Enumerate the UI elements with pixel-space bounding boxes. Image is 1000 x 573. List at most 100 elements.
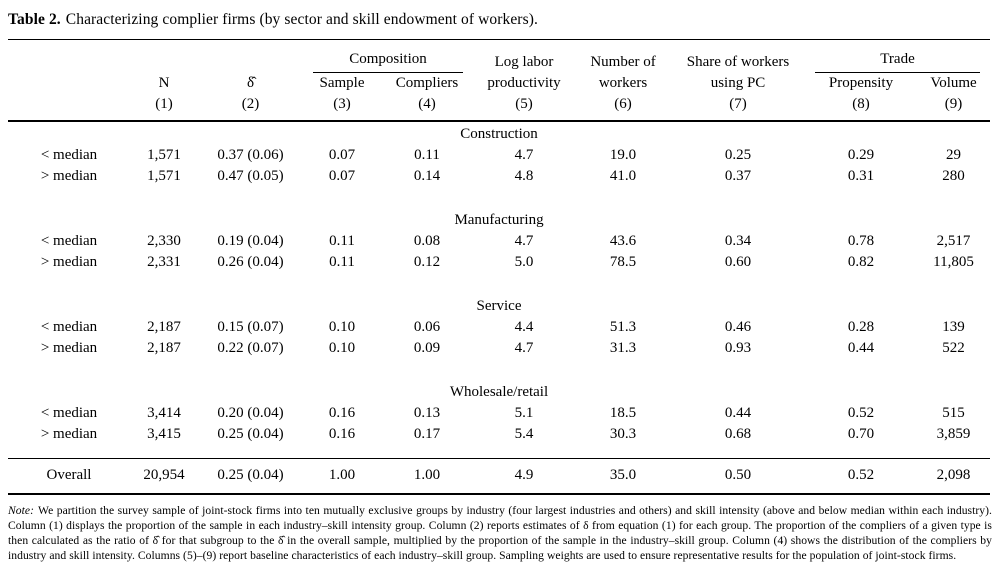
note-label: Note:	[8, 504, 35, 517]
cell: 43.6	[609, 233, 637, 249]
cell: 0.08	[413, 233, 441, 249]
spacer-row	[8, 445, 990, 459]
column-number: (8)	[805, 94, 918, 122]
column-header: Volume	[930, 75, 977, 91]
header-empty-cell	[130, 39, 198, 73]
cell: 522	[942, 340, 965, 356]
table-row: > median 2,187 0.22 (0.07) 0.10 0.09 4.7 31.3 0…	[8, 338, 990, 359]
cell: 0.20 (0.04)	[217, 405, 284, 421]
column-number: (6)	[575, 94, 672, 122]
cell: 2,098	[917, 458, 991, 495]
column-number: (4)	[381, 94, 474, 122]
cell: 2,517	[936, 233, 971, 249]
table-row: < median 2,187 0.15 (0.07) 0.10 0.06 4.4 51.3 0…	[8, 317, 990, 338]
cell: 0.25	[724, 147, 752, 163]
cell: 3,414	[147, 405, 181, 421]
spacer-row	[8, 187, 990, 208]
cell: 0.13	[413, 405, 441, 421]
page-title: Table 2. Characterizing complier firms (b…	[8, 10, 992, 30]
cell: 0.28	[847, 319, 875, 335]
cell: 0.06	[413, 319, 441, 335]
cell: 4.7	[514, 233, 534, 249]
cell: 0.50	[671, 458, 806, 495]
row-label: > median	[40, 340, 98, 356]
cell: 29	[946, 147, 962, 163]
group-label: Trade	[815, 49, 981, 73]
cell: 0.46	[724, 319, 752, 335]
cell: 0.70	[847, 426, 875, 442]
group-header-composition: Composition	[303, 39, 474, 73]
cell: 0.14	[413, 168, 441, 184]
cell: 0.44	[847, 340, 875, 356]
column-number: (1)	[130, 94, 198, 122]
column-header: productivity	[487, 75, 561, 91]
cell: 1.00	[381, 458, 474, 495]
cell: 35.0	[575, 458, 672, 495]
column-header: using PC	[710, 75, 766, 91]
cell: 30.3	[609, 426, 637, 442]
table-number: Table 2.	[8, 11, 61, 28]
column-number: (3)	[303, 94, 381, 122]
cell: 0.19 (0.04)	[217, 233, 284, 249]
compliers-table: Composition Log labor Number of Share of…	[8, 39, 991, 495]
cell: 5.4	[514, 426, 534, 442]
header-empty-cell	[8, 39, 130, 73]
cell: 0.16	[328, 426, 356, 442]
header-empty-cell	[198, 39, 303, 73]
cell: 0.25 (0.04)	[217, 426, 284, 442]
overall-row: Overall 20,954 0.25 (0.04) 1.00 1.00 4.9 35.0 0…	[8, 458, 991, 495]
cell: 0.26 (0.04)	[217, 254, 284, 270]
cell: 18.5	[609, 405, 637, 421]
column-header: N	[158, 75, 170, 91]
table-row: < median 3,414 0.20 (0.04) 0.16 0.13 5.1 18.5 0…	[8, 403, 990, 424]
cell: 3,415	[147, 426, 181, 442]
column-number: (5)	[473, 94, 576, 122]
cell: 515	[942, 405, 965, 421]
section-row: Service	[8, 294, 990, 317]
table-caption: Characterizing complier firms (by sector…	[65, 11, 538, 28]
cell: 2,187	[147, 319, 181, 335]
section-row: Manufacturing	[8, 208, 990, 231]
section-label: Manufacturing	[454, 212, 544, 228]
table-body: Construction < median 1,571 0.37 (0.06) 0.07…	[8, 121, 991, 495]
cell: 0.16	[328, 405, 356, 421]
cell: 0.10	[328, 340, 356, 356]
cell: 31.3	[609, 340, 637, 356]
row-label: < median	[40, 405, 98, 421]
table-header: Composition Log labor Number of Share of…	[8, 39, 991, 122]
column-number: (2)	[198, 94, 303, 122]
row-label: < median	[40, 147, 98, 163]
column-header: δ̂	[246, 75, 255, 91]
cell: 0.07	[328, 147, 356, 163]
column-number: (7)	[671, 94, 806, 122]
cell: 3,859	[936, 426, 971, 442]
cell: 19.0	[609, 147, 637, 163]
cell: 1,571	[147, 147, 181, 163]
cell: 0.10	[328, 319, 356, 335]
cell: 4.7	[514, 147, 534, 163]
column-header: Share of workers	[671, 39, 806, 73]
cell: 4.7	[514, 340, 534, 356]
cell: 2,331	[147, 254, 181, 270]
cell: 2,187	[147, 340, 181, 356]
cell: 0.11	[329, 254, 355, 270]
cell: 51.3	[609, 319, 637, 335]
cell: 0.44	[724, 405, 752, 421]
cell: 4.4	[514, 319, 534, 335]
cell: 1,571	[147, 168, 181, 184]
section-label: Construction	[460, 126, 538, 142]
cell: 0.29	[847, 147, 875, 163]
note-text: We partition the survey sample of joint-…	[8, 504, 992, 562]
header-empty-cell	[8, 94, 130, 122]
cell: 5.0	[514, 254, 534, 270]
row-label: < median	[40, 319, 98, 335]
cell: 0.17	[413, 426, 441, 442]
cell: 5.1	[514, 405, 534, 421]
column-header: Propensity	[828, 75, 894, 91]
column-header: Sample	[319, 75, 365, 91]
row-label: > median	[40, 254, 98, 270]
column-header: Compliers	[395, 75, 459, 91]
table-note: Note: We partition the survey sample of j…	[8, 503, 992, 563]
section-label: Service	[476, 298, 522, 314]
table-row: < median 1,571 0.37 (0.06) 0.07 0.11 4.7 19.0 0…	[8, 145, 990, 166]
